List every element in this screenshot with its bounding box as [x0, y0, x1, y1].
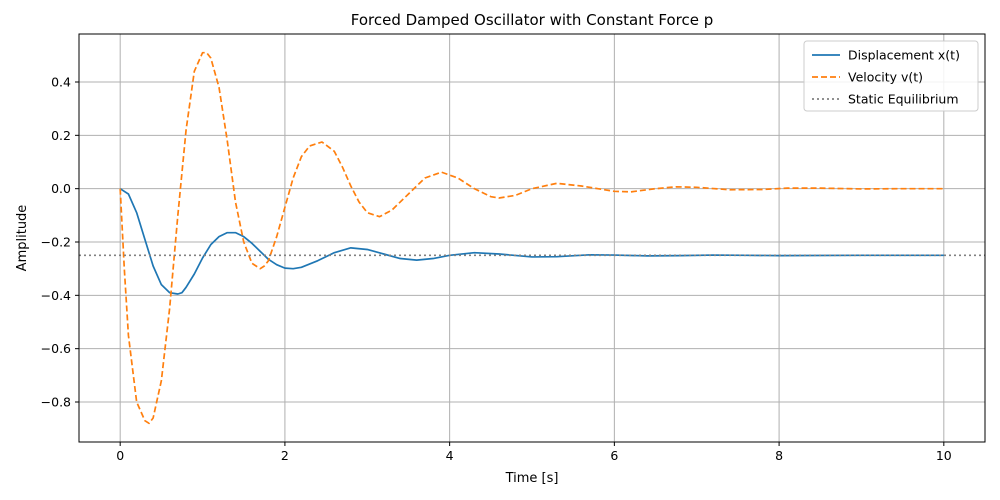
- y-axis-label: Amplitude: [15, 205, 30, 272]
- series-layer: [79, 51, 985, 425]
- legend-label: Displacement x(t): [848, 48, 960, 63]
- x-tick-label: 0: [116, 448, 124, 463]
- series-velocity-line: [119, 51, 944, 425]
- legend-box: [803, 40, 979, 112]
- x-tick-label: 2: [281, 448, 289, 463]
- legend-label: Velocity v(t): [848, 70, 923, 85]
- y-tick-label: 0.0: [51, 181, 71, 196]
- x-tick-label: 10: [936, 448, 952, 463]
- tick-layer: 0 2 4 6 8 10 −0.8 −0.6 −0.4 −0.2 0.0 0.2 0.4: [41, 75, 952, 464]
- series-displacement-line: [119, 187, 944, 295]
- x-tick-label: 4: [446, 448, 454, 463]
- y-tick-label: 0.2: [51, 128, 71, 143]
- x-axis-label: Time [s]: [505, 471, 559, 486]
- x-tick-label: 6: [610, 448, 618, 463]
- chart-title: Forced Damped Oscillator with Constant F…: [351, 11, 714, 29]
- legend-label: Static Equilibrium: [848, 92, 959, 107]
- y-tick-label: −0.2: [41, 235, 71, 250]
- legend: Displacement x(t) Velocity v(t) Static Equ…: [803, 40, 979, 112]
- y-tick-label: −0.6: [41, 341, 71, 356]
- plot-frame: [78, 33, 986, 443]
- y-tick-label: 0.4: [51, 75, 71, 90]
- x-tick-label: 8: [775, 448, 783, 463]
- y-tick-label: −0.4: [41, 288, 71, 303]
- y-tick-label: −0.8: [41, 395, 71, 410]
